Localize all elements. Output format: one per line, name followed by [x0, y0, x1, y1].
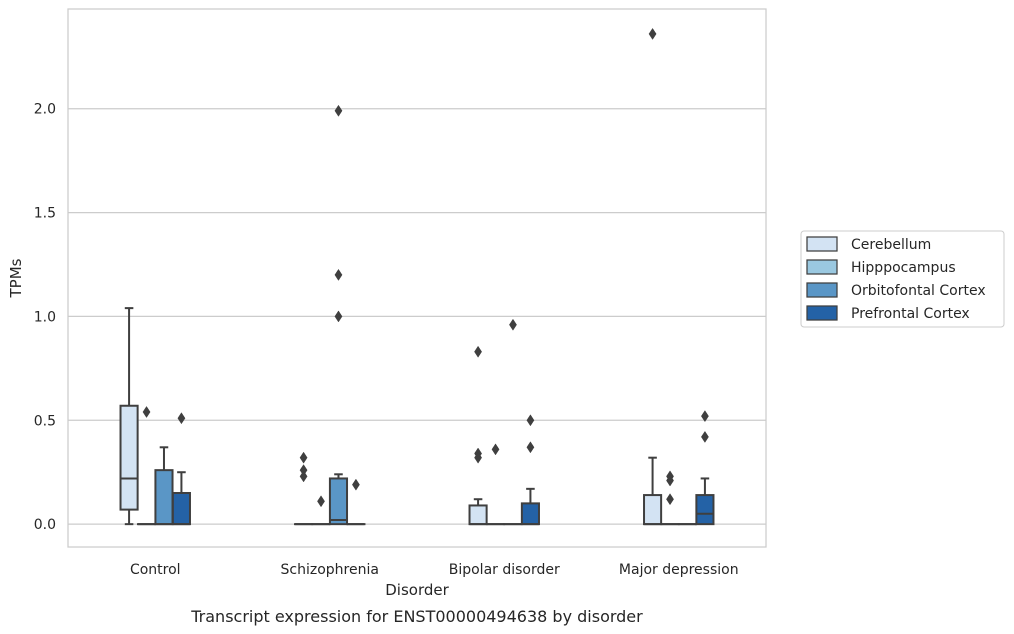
outlier-point: [701, 410, 709, 423]
chart-caption: Transcript expression for ENST0000049463…: [190, 607, 643, 626]
box-plot: [346, 478, 366, 526]
x-tick-label: Bipolar disorder: [449, 562, 560, 578]
box-iqr: [328, 477, 349, 526]
y-tick-label: 1.5: [34, 206, 56, 222]
y-tick-labels: 0.0 0.5 1.0 1.5 2.0: [34, 102, 56, 533]
box-plot: [485, 443, 506, 526]
outlier-point: [299, 470, 308, 483]
box-plot: [503, 318, 523, 526]
legend-item: Prefrontal Cortex: [806, 305, 970, 322]
box-plot: [520, 414, 540, 526]
outlier-point: [317, 495, 325, 508]
outlier-point: [666, 493, 674, 506]
box-iqr: [171, 491, 191, 526]
box-iqr: [520, 502, 540, 526]
box-plot: [171, 412, 191, 526]
box-plot: [154, 446, 174, 526]
series-orbitofontal-cortex: [154, 104, 698, 526]
outlier-point: [474, 451, 482, 464]
box-plot: [136, 406, 157, 526]
legend-swatch: [806, 282, 838, 298]
box-plot: [695, 410, 715, 526]
series-hipppocampus: [136, 406, 680, 526]
legend-label: Orbitofontal Cortex: [851, 283, 986, 299]
box-iqr: [468, 504, 488, 526]
outlier-point: [509, 318, 517, 331]
box-plot: [119, 307, 139, 526]
legend-item: Cerebellum: [806, 236, 931, 253]
y-tick-label: 1.0: [34, 309, 56, 325]
box-plot: [294, 451, 314, 526]
outlier-point: [491, 443, 500, 456]
box-plot-series: [119, 27, 715, 526]
legend-label: Cerebellum: [851, 237, 931, 253]
outlier-point: [177, 412, 186, 425]
outlier-point: [666, 474, 674, 487]
outlier-point: [334, 104, 343, 117]
outlier-point: [334, 268, 343, 281]
x-tick-labels: Control Schizophrenia Bipolar disorder Majo…: [130, 562, 739, 578]
legend-swatch: [806, 305, 838, 321]
x-tick-label: Major depression: [619, 562, 739, 578]
box-plot: [468, 345, 488, 526]
series-prefrontal-cortex: [171, 410, 715, 526]
outlier-point: [299, 451, 308, 464]
legend-swatch: [806, 259, 838, 275]
grid-lines: [68, 108, 766, 525]
y-tick-label: 2.0: [34, 102, 56, 118]
outlier-point: [526, 414, 535, 427]
legend-label: Hipppocampus: [851, 260, 956, 276]
legend-item: Orbitofontal Cortex: [806, 282, 986, 299]
outlier-point: [352, 478, 360, 491]
box-plot: [660, 470, 680, 526]
y-axis-title: TPMs: [7, 258, 25, 298]
x-tick-label: Control: [130, 562, 181, 578]
outlier-point: [142, 406, 151, 418]
y-tick-label: 0.5: [34, 413, 56, 429]
legend-swatch: [806, 236, 838, 252]
box-plot: [311, 495, 331, 526]
box-iqr: [154, 469, 174, 526]
box-plot: [328, 104, 349, 526]
legend-label: Prefrontal Cortex: [851, 306, 970, 322]
legend: Cerebellum Hipppocampus Orbitofontal Corte…: [800, 230, 1005, 328]
outlier-point: [334, 310, 343, 323]
x-tick-label: Schizophrenia: [281, 562, 379, 578]
plot-area-frame: [67, 8, 767, 548]
box-iqr: [119, 404, 139, 511]
legend-item: Hipppocampus: [806, 259, 956, 276]
series-cerebellum: [119, 27, 663, 526]
y-tick-label: 0.0: [34, 517, 56, 533]
box-plot: [643, 27, 663, 526]
x-axis-title: Disorder: [385, 581, 449, 599]
outlier-point: [701, 430, 709, 443]
box-iqr: [695, 494, 715, 526]
outlier-point: [648, 27, 657, 40]
outlier-point: [474, 345, 482, 358]
outlier-point: [526, 441, 535, 454]
legend-frame: [800, 230, 1005, 328]
box-iqr: [643, 494, 663, 526]
